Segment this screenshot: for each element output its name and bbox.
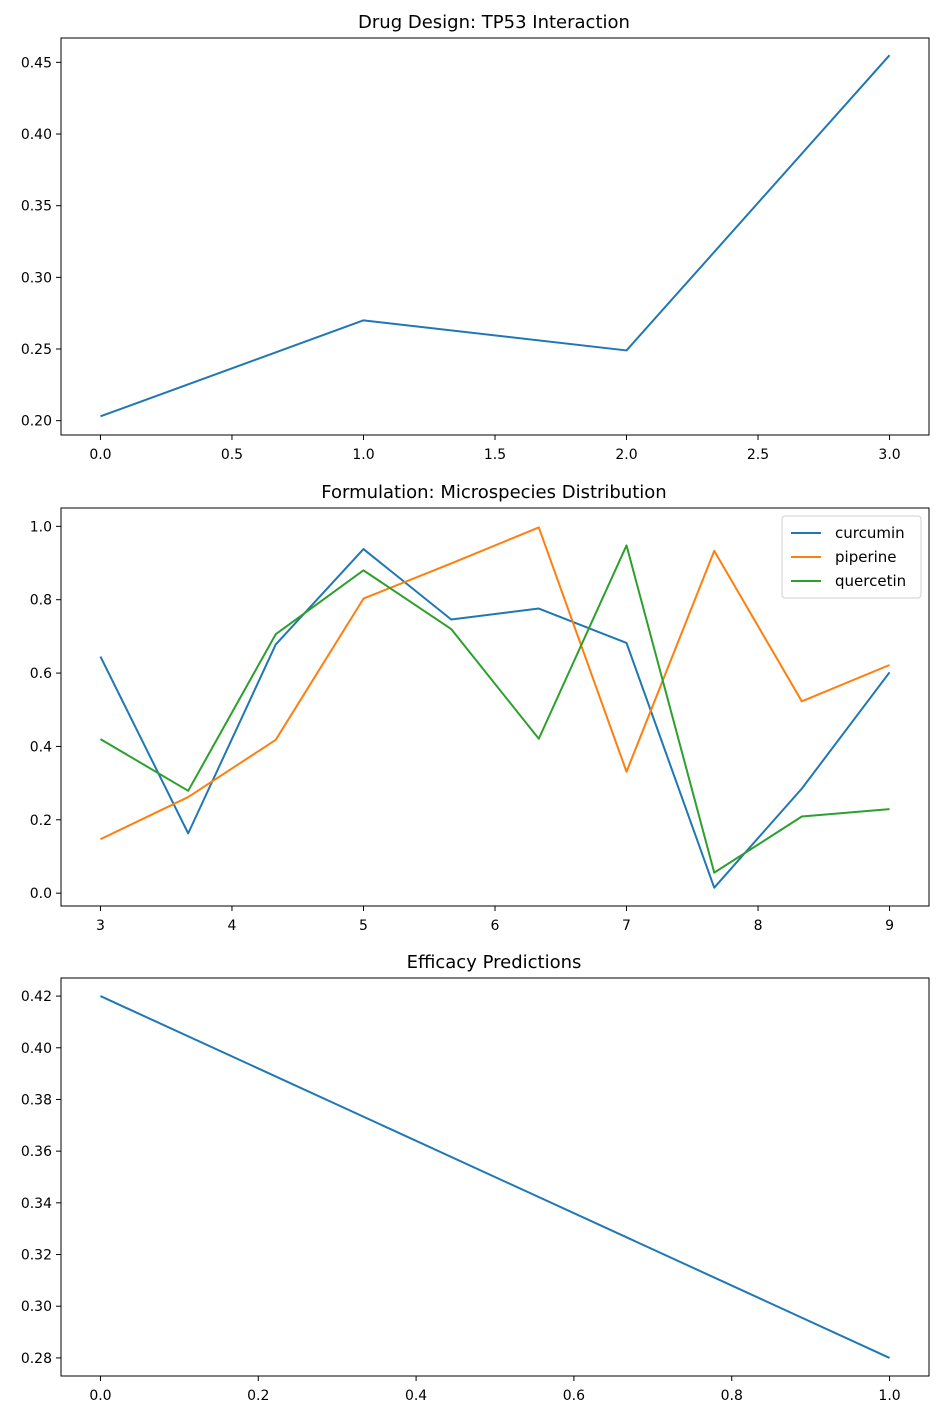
chart-title: Formulation: Microspecies Distribution [321, 482, 666, 503]
chart-microspecies-distribution: Formulation: Microspecies Distribution 3… [30, 482, 930, 934]
y-tick-label: 1.0 [30, 519, 52, 535]
legend-label-quercetin: quercetin [835, 572, 906, 590]
x-tick-label: 3.0 [878, 447, 900, 463]
series-line-TP53 [100, 54, 891, 418]
plot-area [60, 977, 930, 1377]
legend-label-curcumin: curcumin [835, 524, 905, 542]
y-tick-label: 0.4 [30, 739, 52, 755]
series-group [100, 995, 890, 1359]
y-tick-label: 0.2 [30, 813, 52, 829]
x-tick-label: 8 [754, 918, 763, 934]
x-tick-label: 0.2 [247, 1388, 269, 1404]
x-tick-label: 1.5 [484, 447, 506, 463]
legend-label-piperine: piperine [835, 548, 897, 566]
x-tick-label: 1.0 [352, 447, 374, 463]
y-tick-label: 0.40 [21, 1041, 52, 1057]
y-tick-label: 0.28 [21, 1351, 52, 1367]
y-tick-label: 0.42 [21, 989, 52, 1005]
series-line-piperine [100, 526, 890, 841]
x-tick-label: 7 [622, 918, 631, 934]
y-tick-label: 0.30 [21, 1299, 52, 1315]
legend: curcumin piperine quercetin [781, 515, 922, 599]
y-tick-label: 0.45 [21, 55, 52, 71]
x-tick-label: 4 [228, 918, 237, 934]
x-tick-label: 5 [359, 918, 368, 934]
series-group [99, 526, 891, 889]
x-tick-label: 6 [491, 918, 500, 934]
y-tick-label: 0.0 [30, 886, 52, 902]
x-tick-label: 0.4 [405, 1388, 427, 1404]
ticks: 3 4 5 6 7 8 9 0.0 0.2 0.4 0.6 0.8 1.0 [30, 519, 894, 934]
y-tick-label: 0.35 [21, 199, 52, 215]
x-tick-label: 1.0 [878, 1388, 900, 1404]
series-line-quercetin [99, 544, 890, 874]
legend-frame [781, 515, 922, 599]
x-tick-label: 0.6 [563, 1388, 585, 1404]
ticks: 0.0 0.2 0.4 0.6 0.8 1.0 0.28 0.30 0.32 0.34 0.36 0.… [21, 989, 901, 1404]
ticks: 0.0 0.5 1.0 1.5 2.0 2.5 3.0 0.20 0.25 0.30 0.35 0.4… [21, 55, 901, 463]
y-tick-label: 0.6 [30, 666, 52, 682]
x-tick-label: 9 [885, 918, 894, 934]
y-tick-label: 0.8 [30, 593, 52, 609]
y-tick-label: 0.38 [21, 1092, 52, 1108]
x-tick-label: 3 [96, 918, 105, 934]
y-tick-label: 0.32 [21, 1248, 52, 1264]
y-tick-label: 0.25 [21, 342, 52, 358]
chart-efficacy-predictions: Efficacy Predictions 0.0 0.2 0.4 0.6 0.8 1.00… [21, 952, 930, 1404]
chart-title: Efficacy Predictions [407, 952, 582, 973]
x-tick-label: 0.5 [221, 447, 243, 463]
series-line-curcumin [99, 548, 891, 889]
x-tick-label: 2.5 [747, 447, 769, 463]
y-tick-label: 0.30 [21, 270, 52, 286]
chart-tp53-interaction: Drug Design: TP53 Interaction 0.0 0.5 1.0 1… [21, 12, 930, 463]
y-tick-label: 0.34 [21, 1196, 52, 1212]
y-tick-label: 0.20 [21, 414, 52, 430]
x-tick-label: 2.0 [615, 447, 637, 463]
series-group [100, 54, 891, 418]
x-tick-label: 0.8 [721, 1388, 743, 1404]
y-tick-label: 0.36 [21, 1144, 52, 1160]
chart-title: Drug Design: TP53 Interaction [358, 12, 630, 33]
x-tick-label: 0.0 [89, 1388, 111, 1404]
x-tick-label: 0.0 [89, 447, 111, 463]
y-tick-label: 0.40 [21, 127, 52, 143]
series-line-efficacy [100, 995, 890, 1359]
